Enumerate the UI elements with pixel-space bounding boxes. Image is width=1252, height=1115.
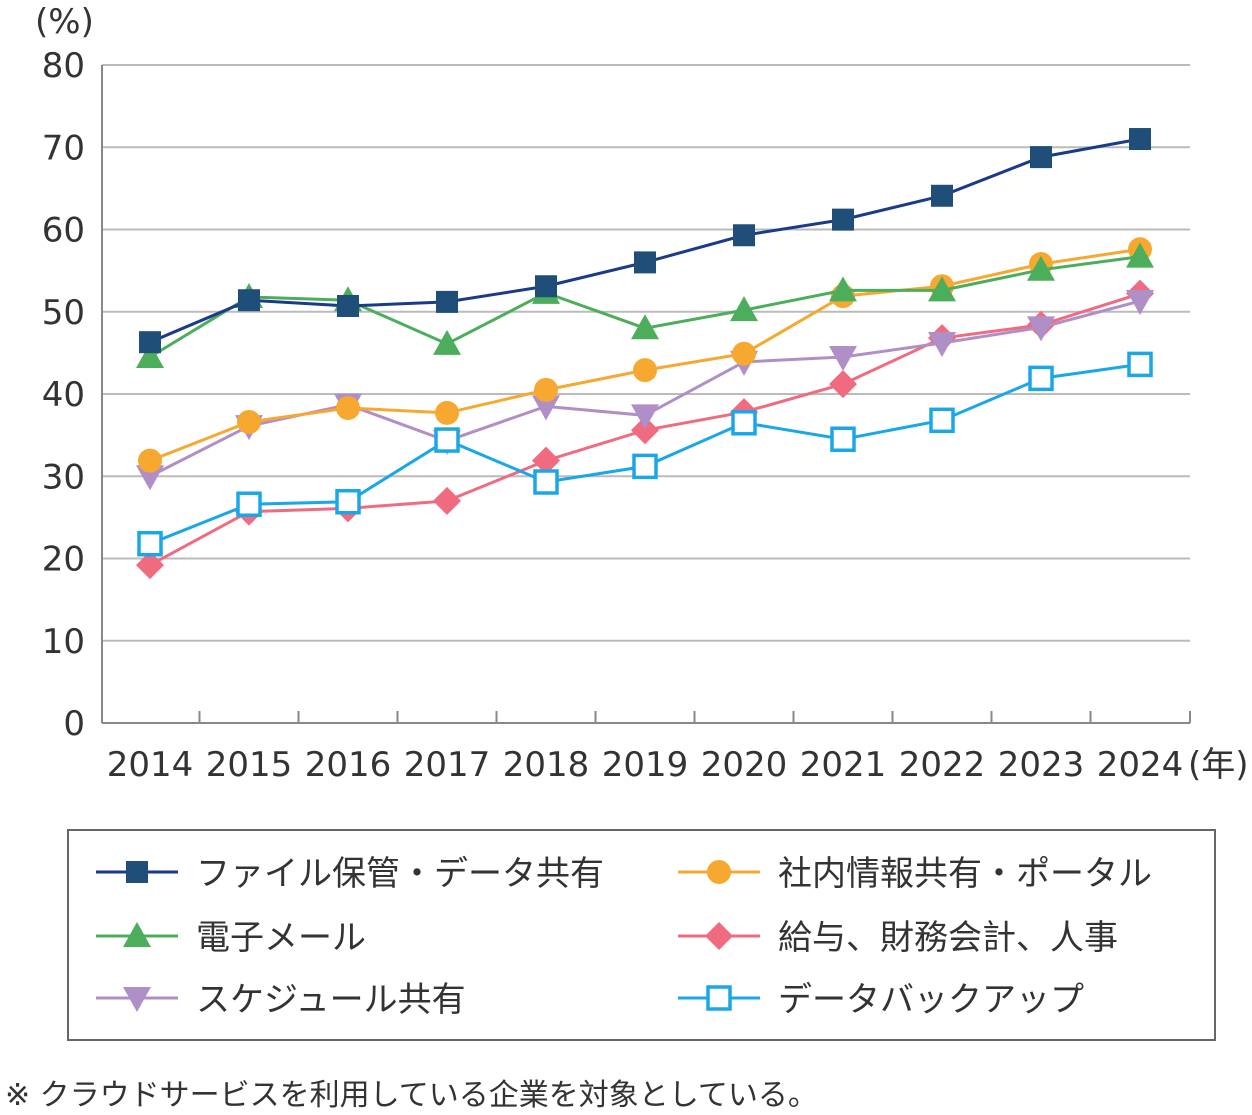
data-point [631,404,659,430]
data-point [238,289,260,312]
legend-item: 電子メール [96,918,366,958]
y-tick-label: 60 [42,211,85,251]
data-point [731,410,757,436]
x-tick-label: 2023 [998,745,1085,785]
y-tick-label: 10 [42,622,85,662]
legend-label: データバックアップ [778,980,1084,1020]
data-point [139,331,161,354]
data-point [335,488,361,515]
legend-label: スケジュール共有 [196,980,466,1020]
data-point [1126,290,1154,316]
footnote: ※ クラウドサービスを利用している企業を対象としている。 [5,1078,818,1113]
data-point [534,377,558,402]
x-tick-label: 2018 [503,745,590,785]
data-point [928,276,956,302]
data-point [236,491,262,517]
data-point [136,551,164,580]
data-point [434,427,460,453]
legend-marker [707,860,731,884]
legend-item: 社内情報共有・ポータル [678,854,1152,894]
data-point [632,453,658,480]
data-point [732,341,756,366]
legend-item: データバックアップ [678,980,1084,1020]
y-tick-label: 80 [42,46,85,86]
data-point [1127,351,1153,378]
data-point [336,395,360,420]
series-5 [137,351,1153,557]
legend-marker [705,922,733,950]
data-point [436,290,458,313]
data-point [435,400,459,425]
data-point [829,345,857,371]
data-point [535,275,557,298]
data-point [237,409,261,434]
data-point [337,294,359,317]
data-point [832,208,854,231]
data-point [733,224,755,247]
y-tick-label: 20 [42,540,85,580]
data-point [1028,365,1054,392]
data-point [830,426,856,452]
data-point [631,314,659,340]
legend-marker [123,922,151,947]
legend-item: ファイル保管・データ共有 [96,854,604,894]
data-point [633,358,657,383]
legend-label: 給与、財務会計、人事 [778,918,1118,958]
x-tick-label: 2016 [305,745,392,785]
data-point [532,395,560,421]
data-point [928,332,956,358]
data-point [136,342,164,368]
y-axis-unit: (%) [35,2,94,42]
data-point [1129,128,1151,151]
data-point [138,448,162,473]
legend-label: 電子メール [196,918,366,958]
y-tick-label: 70 [42,128,85,168]
legend-marker [123,987,151,1012]
data-point [137,530,163,557]
y-tick-label: 30 [42,457,85,497]
data-point [929,407,955,434]
data-point [533,469,559,495]
x-axis-unit: (年) [1188,745,1249,785]
x-tick-label: 2022 [899,745,986,785]
data-point [730,296,758,322]
data-point [1027,255,1055,281]
data-point [931,184,953,207]
data-point [829,370,857,399]
y-tick-label: 50 [42,293,85,333]
legend-item: スケジュール共有 [96,980,466,1020]
legend-label: ファイル保管・データ共有 [196,854,604,894]
data-point [136,465,164,491]
y-tick-label: 40 [42,375,85,415]
x-tick-label: 2024 [1097,745,1184,785]
legend-box [67,829,1216,1041]
x-tick-label: 2015 [206,745,293,785]
x-tick-label: 2020 [701,745,788,785]
y-tick-label: 0 [63,704,85,744]
legend-marker [706,985,732,1011]
data-point [1030,146,1052,169]
x-tick-label: 2014 [107,745,194,785]
legend-item: 給与、財務会計、人事 [678,918,1118,958]
legend-marker [126,861,148,883]
data-point [1126,242,1154,268]
x-tick-label: 2019 [602,745,689,785]
legend-label: 社内情報共有・ポータル [778,854,1152,894]
data-point [634,251,656,274]
x-tick-label: 2021 [800,745,887,785]
data-point [532,446,560,475]
series-0 [139,128,1151,354]
data-point [829,276,857,302]
data-point [433,486,461,515]
data-point [433,329,461,355]
data-point [1027,316,1055,342]
data-point [631,416,659,445]
x-tick-label: 2017 [404,745,491,785]
